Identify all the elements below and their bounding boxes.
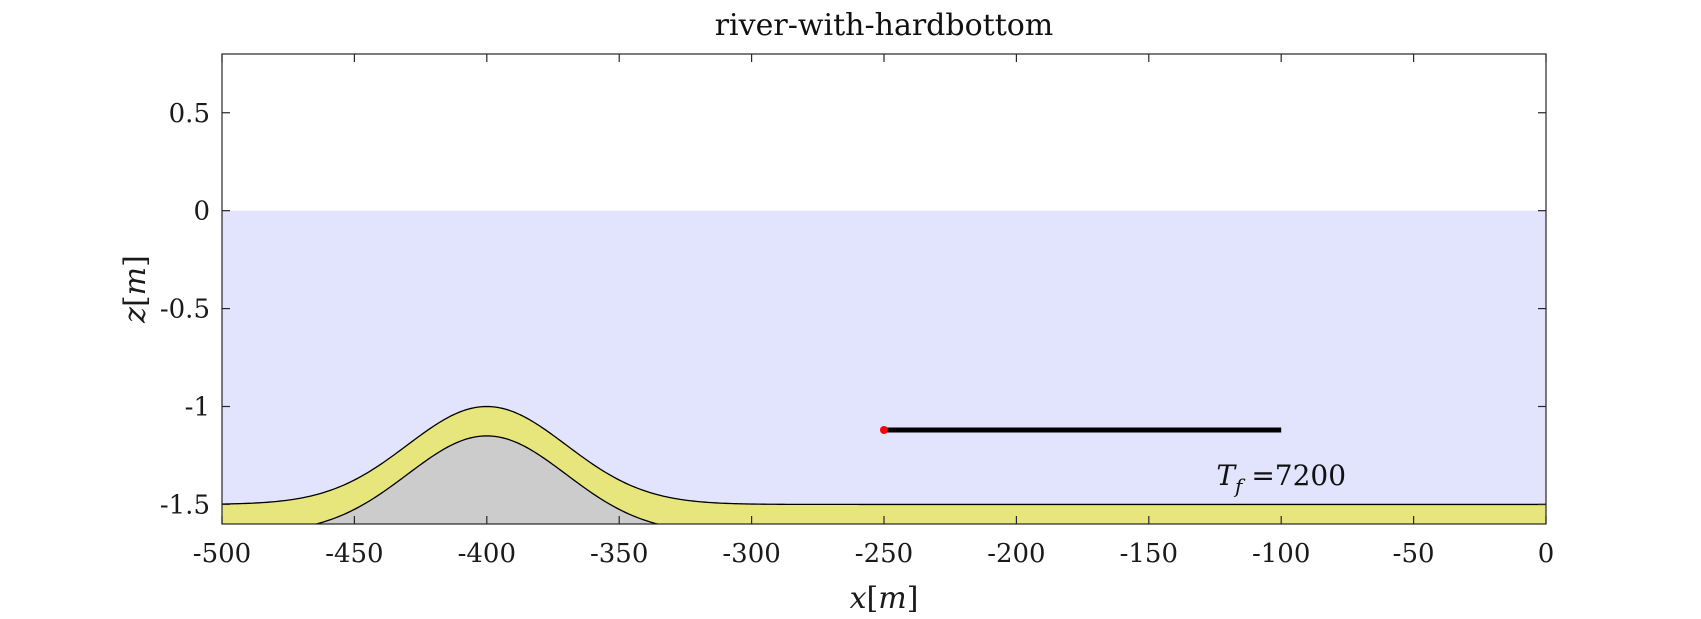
x-tick-label: -100 [1252, 539, 1310, 569]
x-tick-label: -500 [193, 539, 251, 569]
annotation-value: =7200 [1242, 459, 1346, 492]
x-tick-label: -400 [458, 539, 516, 569]
x-tick-label: -150 [1120, 539, 1178, 569]
x-tick-label: -200 [987, 539, 1045, 569]
x-tick-label: -450 [325, 539, 383, 569]
y-axis: -1.5 -1 -0.5 0 0.5 [160, 99, 1546, 520]
x-tick-label: -50 [1393, 539, 1435, 569]
x-axis: -500 -450 -400 -350 -300 -250 -200 -150 -100 -50 0 [193, 54, 1554, 569]
x-tick-label: 0 [1538, 539, 1555, 569]
y-tick-label: 0.5 [169, 99, 210, 129]
svg-text:Tf =7200: Tf =7200 [1216, 459, 1346, 498]
bed-surface-line [222, 405, 1546, 506]
marker-point [880, 426, 888, 434]
y-tick-label: -1 [185, 393, 210, 423]
y-tick-label: 0 [193, 197, 210, 227]
y-axis-label: z[m] [118, 255, 153, 324]
y-tick-label: -1.5 [160, 490, 210, 520]
annotation-symbol: T [1216, 459, 1237, 492]
plot-area [222, 210, 1546, 524]
x-tick-label: -300 [722, 539, 780, 569]
x-tick-label: -350 [590, 539, 648, 569]
y-tick-label: -0.5 [160, 295, 210, 325]
chart-title: river-with-hardbottom [715, 8, 1054, 43]
hard-bottom-line [313, 435, 660, 524]
x-tick-label: -250 [855, 539, 913, 569]
x-axis-label: x[m] [850, 581, 919, 616]
annotation-tf: Tf =7200 [1216, 459, 1346, 498]
hard-bottom-layer [316, 435, 658, 524]
